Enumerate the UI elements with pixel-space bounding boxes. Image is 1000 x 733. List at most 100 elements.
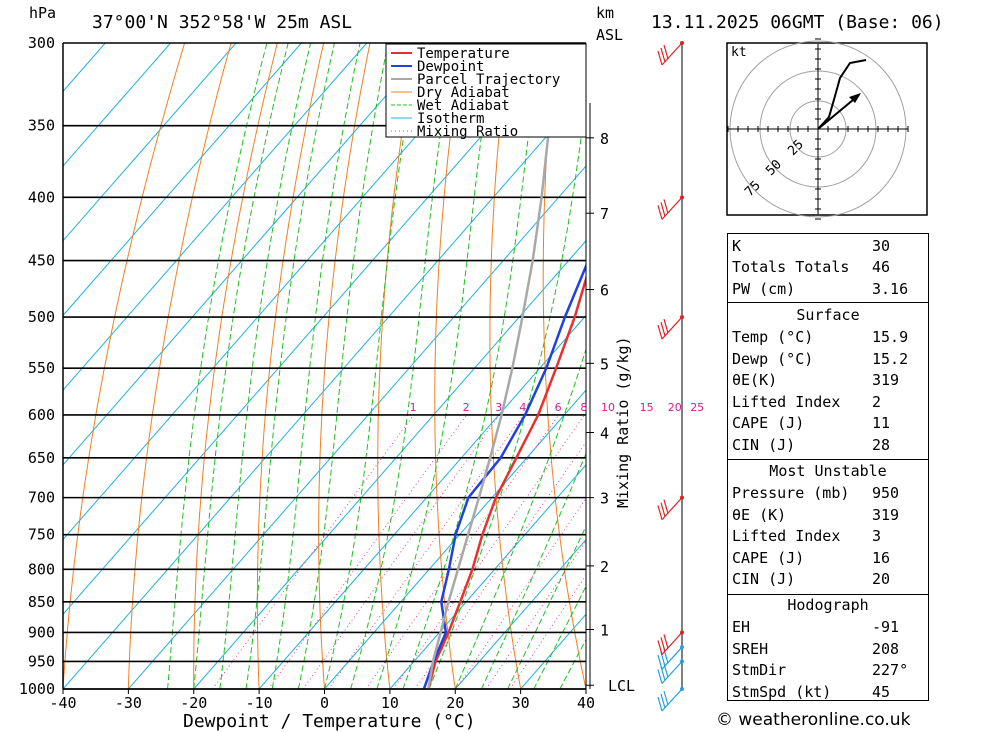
mu-label: θE (K): [732, 505, 787, 524]
isotherm-line: [258, 314, 586, 689]
mixing-ratio-label: 2: [463, 401, 470, 414]
wind-barb: [657, 661, 683, 684]
index-row-totals: Totals Totals 46: [732, 258, 891, 276]
isotherm-line: [63, 43, 171, 167]
height-unit-asl: ASL: [596, 26, 623, 44]
hodograph: kt 25 50 75: [726, 38, 928, 220]
profiles: [422, 77, 586, 689]
dry-adiabat-line: [127, 43, 232, 689]
index-row-pw: PW (cm) 3.16: [732, 280, 909, 298]
isotherm-line: [63, 43, 237, 242]
hodograph-unit: kt: [731, 45, 747, 60]
pressure-tick-label: 950: [28, 652, 55, 670]
hodo-row: EH -91: [732, 618, 924, 639]
surface-value: 28: [872, 435, 891, 454]
hodo-row: StmSpd (kt) 45: [732, 683, 924, 704]
mu-value: 950: [872, 484, 900, 502]
mu-value: 16: [872, 548, 891, 567]
wet-adiabat-line: [507, 525, 586, 689]
mixing-ratio-axis-title: Mixing Ratio (g/kg): [614, 336, 632, 508]
mixing-ratio-label: 1: [410, 401, 417, 414]
height-tick-label: 2: [600, 558, 609, 576]
isotherm-line: [63, 43, 302, 317]
pressure-tick-label: 300: [28, 34, 55, 52]
x-tick-label: 0: [320, 694, 329, 712]
hodo-row: SREH 208: [732, 640, 924, 661]
mixing-ratio-label: 8: [580, 401, 587, 414]
surface-row: Dewp (°C) 15.2: [732, 350, 924, 371]
surface-label: θE(K): [732, 371, 778, 389]
wet-adiabat-line: [219, 43, 312, 689]
pressure-tick-label: 600: [28, 406, 55, 424]
hodo-value: 45: [872, 682, 891, 701]
legend: Temperature Dewpoint Parcel Trajectory D…: [385, 43, 587, 140]
x-tick-label: 40: [577, 694, 595, 712]
storm-motion-arrow: [817, 94, 860, 130]
mixing-ratio-label: 4: [519, 401, 526, 414]
wind-barb: [657, 688, 683, 712]
x-tick-label: -40: [49, 694, 76, 712]
surface-value: 15.2: [872, 349, 909, 368]
hodo-row: StmDir 227°: [732, 661, 924, 682]
surface-value: 319: [872, 371, 900, 389]
surface-row: Temp (°C) 15.9: [732, 328, 924, 349]
wind-barb: [657, 42, 683, 66]
wet-adiabat-line: [533, 585, 586, 689]
storm-motion-arrowhead: [849, 93, 861, 103]
hodograph-trace: [817, 59, 867, 130]
isotherm-line: [324, 389, 586, 689]
location-title: 37°00'N 352°58'W 25m ASL: [92, 12, 352, 33]
mu-value: 20: [872, 570, 891, 588]
wet-adiabat-line: [245, 43, 335, 689]
copyright: © weatheronline.co.uk: [716, 710, 911, 730]
wind-barb: [657, 196, 683, 220]
surface-row: CIN (J) 28: [732, 436, 924, 457]
surface-label: Lifted Index: [732, 392, 841, 411]
mu-row: Lifted Index 3: [732, 527, 924, 548]
wind-barb: [657, 316, 683, 340]
surface-row: θE(K) 319: [732, 371, 924, 392]
hodo-label: StmSpd (kt): [732, 682, 832, 701]
mu-row: θE (K) 319: [732, 506, 924, 527]
series-parcel-trajectory: [427, 77, 554, 689]
surface-row: Lifted Index 2: [732, 393, 924, 414]
mixing-ratio-label: 6: [555, 401, 562, 414]
x-tick-label: 30: [512, 694, 530, 712]
legend-dewpoint: Dewpoint: [417, 59, 484, 75]
isotherm-line: [389, 464, 586, 689]
surface-label: Dewp (°C): [732, 349, 814, 368]
pressure-tick-label: 700: [28, 489, 55, 507]
x-tick-label: -10: [246, 694, 273, 712]
legend-parcel: Parcel Trajectory: [417, 72, 560, 88]
surface-label: CIN (J): [732, 435, 796, 454]
legend-mixing-ratio: Mixing Ratio: [417, 124, 518, 140]
mu-label: CAPE (J): [732, 548, 805, 567]
mu-value: 3: [872, 527, 882, 545]
height-tick-label: 1: [600, 621, 609, 639]
wind-barb: [657, 497, 683, 521]
pressure-tick-label: 650: [28, 449, 55, 467]
hodo-value: 227°: [872, 661, 909, 679]
run-timestamp: 13.11.2025 06GMT (Base: 06): [651, 12, 944, 33]
x-tick-label: -30: [115, 694, 142, 712]
wet-adiabat-line: [324, 43, 420, 689]
axes: 3003504004505005506006507007508008509009…: [19, 34, 635, 712]
surface-value: 15.9: [872, 328, 909, 346]
wet-adiabat-line: [454, 347, 586, 689]
surface-value: 11: [872, 414, 891, 432]
index-row-k: K 30: [732, 237, 891, 255]
height-tick-label: 3: [600, 490, 609, 508]
mixing-ratio-line: [267, 414, 468, 689]
legend-temperature: Temperature: [417, 46, 510, 62]
hodo-label: StmDir: [732, 661, 787, 679]
mixing-ratio-labels: 1 2 3 4 6 8 10 15 20 25: [410, 401, 705, 414]
most-unstable-title: Most Unstable: [769, 462, 887, 480]
wet-adiabat-line: [271, 43, 361, 689]
pressure-tick-label: 500: [28, 308, 55, 326]
isotherm-line: [454, 538, 586, 689]
hodo-value: 208: [872, 639, 900, 658]
mu-row: CIN (J) 20: [732, 570, 924, 591]
legend-dry-adiabat: Dry Adiabat: [417, 85, 510, 101]
height-unit-km: km: [596, 4, 614, 22]
